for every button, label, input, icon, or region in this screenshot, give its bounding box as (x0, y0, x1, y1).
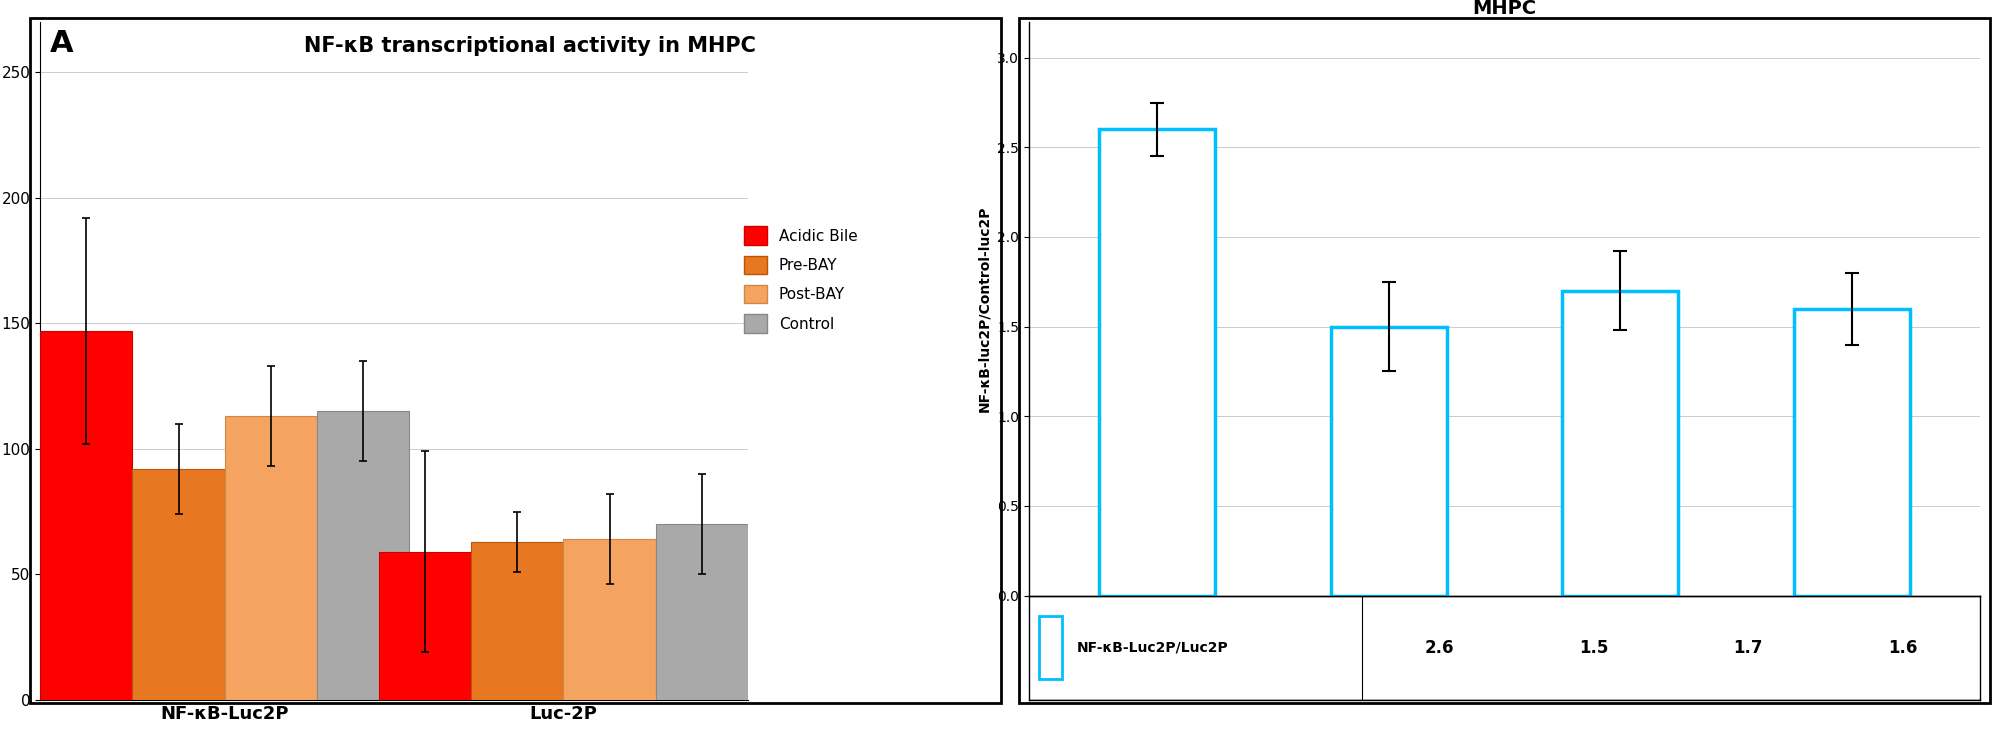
Text: B: B (934, 0, 958, 5)
Text: 2.6: 2.6 (1424, 639, 1454, 657)
Bar (132, 469, 224, 700)
Bar (1562, 291, 1678, 596)
Bar (564, 539, 656, 700)
Text: NF-κB-Luc2P/Luc2P: NF-κB-Luc2P/Luc2P (1076, 641, 1228, 655)
Bar (40, 331, 132, 700)
Text: 1.5: 1.5 (1578, 639, 1608, 657)
Bar (1794, 308, 1910, 596)
Y-axis label: NF-κB-luc2P/Control-luc2P: NF-κB-luc2P/Control-luc2P (978, 206, 992, 412)
Bar (378, 552, 472, 700)
Bar (656, 524, 748, 700)
Text: A: A (50, 29, 74, 58)
Bar (1038, 617, 1062, 679)
Text: NF-κB transcriptional activity in MHPC: NF-κB transcriptional activity in MHPC (304, 36, 756, 56)
Bar (1330, 327, 1446, 596)
Text: 1.6: 1.6 (1888, 639, 1918, 657)
Bar (224, 416, 318, 700)
Bar (472, 542, 564, 700)
Bar (318, 411, 410, 700)
Text: 1.7: 1.7 (1734, 639, 1762, 657)
Title: Relative NF-κB transcriptional activity in
MHPC: Relative NF-κB transcriptional activity … (1280, 0, 1728, 17)
Legend: Acidic Bile, Pre-BAY, Post-BAY, Control: Acidic Bile, Pre-BAY, Post-BAY, Control (744, 226, 858, 333)
Bar (1098, 130, 1214, 596)
